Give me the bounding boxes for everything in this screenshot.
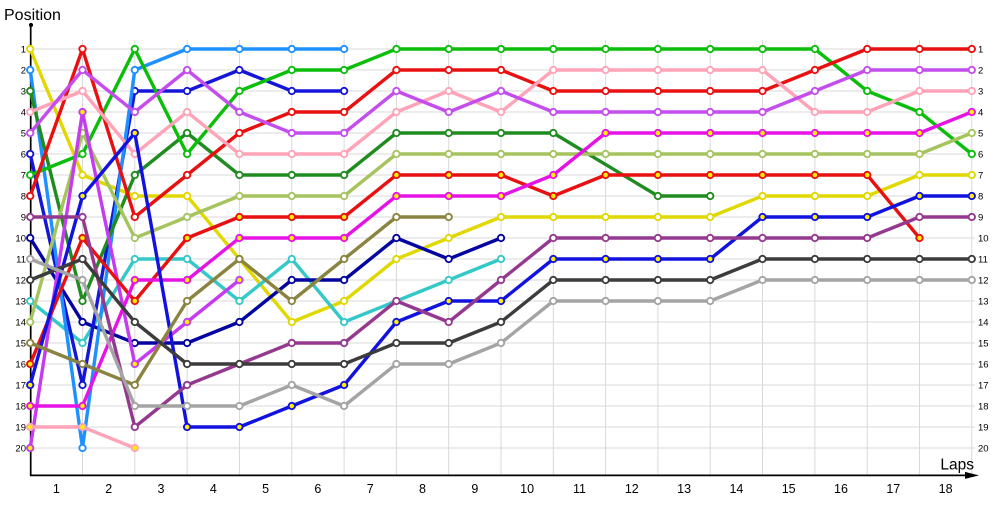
- svg-text:6: 6: [314, 482, 321, 496]
- svg-text:15: 15: [978, 338, 989, 349]
- svg-text:12: 12: [978, 275, 989, 286]
- svg-text:2: 2: [105, 482, 112, 496]
- svg-text:8: 8: [21, 191, 26, 202]
- svg-text:15: 15: [15, 338, 26, 349]
- svg-text:9: 9: [21, 212, 26, 223]
- svg-text:18: 18: [15, 401, 26, 412]
- svg-text:10: 10: [15, 233, 26, 244]
- svg-text:Position: Position: [4, 7, 61, 24]
- svg-text:11: 11: [978, 254, 988, 265]
- svg-text:1: 1: [21, 44, 26, 55]
- svg-text:16: 16: [15, 359, 26, 370]
- svg-text:11: 11: [573, 482, 586, 496]
- svg-text:7: 7: [367, 482, 374, 496]
- svg-text:14: 14: [15, 317, 26, 328]
- svg-text:4: 4: [978, 107, 983, 118]
- svg-text:3: 3: [158, 482, 165, 496]
- svg-text:Laps: Laps: [940, 457, 974, 474]
- svg-text:20: 20: [15, 443, 26, 454]
- svg-text:4: 4: [210, 482, 217, 496]
- svg-text:8: 8: [978, 191, 983, 202]
- svg-text:7: 7: [21, 170, 26, 181]
- svg-text:9: 9: [978, 212, 983, 223]
- svg-text:3: 3: [978, 86, 983, 97]
- svg-text:19: 19: [978, 422, 989, 433]
- svg-text:15: 15: [782, 482, 796, 496]
- svg-text:19: 19: [15, 422, 26, 433]
- svg-text:3: 3: [21, 86, 26, 97]
- svg-text:4: 4: [21, 107, 26, 118]
- svg-text:8: 8: [419, 482, 426, 496]
- svg-text:17: 17: [15, 380, 26, 391]
- svg-text:16: 16: [978, 359, 989, 370]
- svg-text:2: 2: [978, 65, 983, 76]
- svg-text:1: 1: [978, 44, 983, 55]
- svg-text:16: 16: [834, 482, 848, 496]
- svg-text:17: 17: [886, 482, 900, 496]
- svg-text:18: 18: [978, 401, 989, 412]
- svg-text:5: 5: [978, 128, 983, 139]
- svg-text:12: 12: [15, 275, 26, 286]
- svg-text:6: 6: [978, 149, 983, 160]
- svg-text:6: 6: [21, 149, 26, 160]
- svg-text:20: 20: [978, 443, 989, 454]
- svg-text:10: 10: [520, 482, 534, 496]
- svg-text:14: 14: [729, 482, 743, 496]
- svg-text:2: 2: [21, 65, 26, 76]
- svg-text:17: 17: [978, 380, 989, 391]
- svg-text:14: 14: [978, 317, 989, 328]
- svg-text:13: 13: [978, 296, 989, 307]
- svg-text:5: 5: [262, 482, 269, 496]
- svg-text:18: 18: [939, 482, 953, 496]
- svg-text:13: 13: [15, 296, 26, 307]
- svg-text:5: 5: [21, 128, 26, 139]
- svg-text:13: 13: [677, 482, 691, 496]
- svg-text:12: 12: [625, 482, 639, 496]
- svg-text:1: 1: [53, 482, 60, 496]
- svg-text:10: 10: [978, 233, 989, 244]
- svg-text:9: 9: [471, 482, 478, 496]
- svg-text:7: 7: [978, 170, 983, 181]
- svg-text:11: 11: [16, 254, 26, 265]
